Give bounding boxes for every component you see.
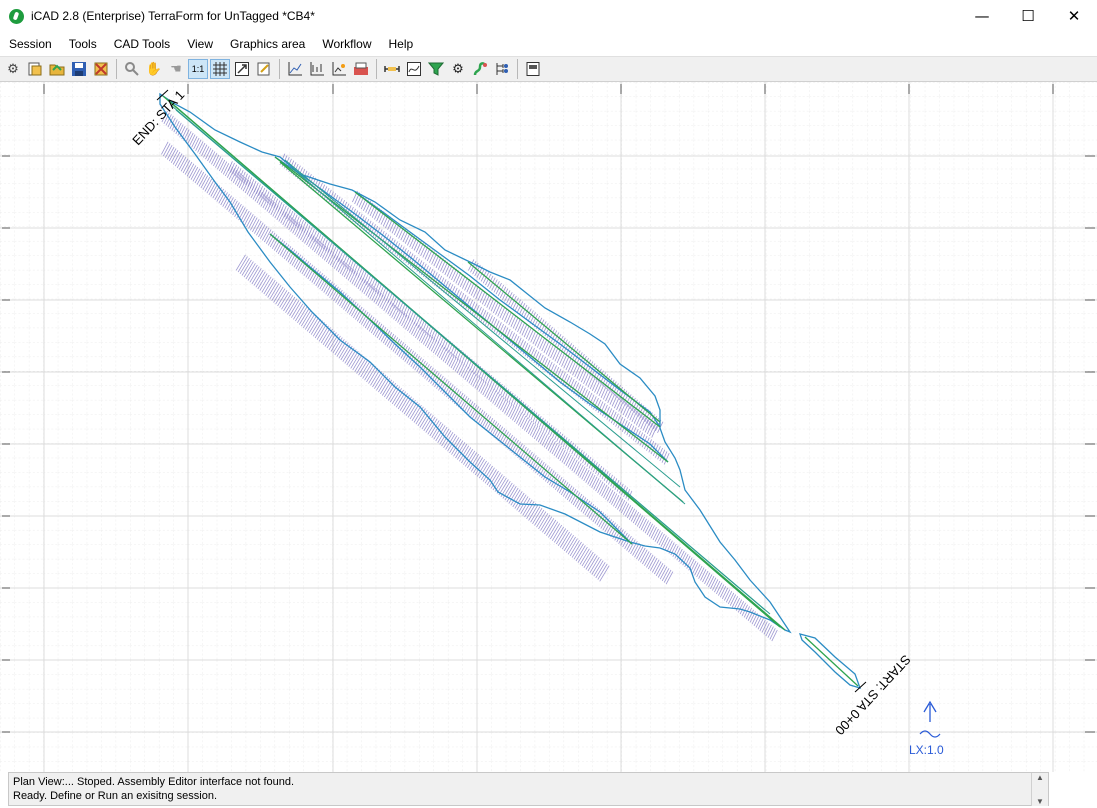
centerline bbox=[467, 261, 661, 423]
tree-icon[interactable] bbox=[492, 59, 512, 79]
outer-boundary bbox=[159, 92, 792, 634]
zoom-1to1-icon[interactable]: 1:1 bbox=[188, 59, 208, 79]
open-folder-icon[interactable] bbox=[47, 59, 67, 79]
maximize-button[interactable]: ☐ bbox=[1021, 7, 1035, 25]
chart-sparkle-icon[interactable] bbox=[329, 59, 349, 79]
scale-indicator: LX:1.0 bbox=[909, 700, 944, 757]
menu-help[interactable]: Help bbox=[388, 37, 414, 51]
plan-view-canvas[interactable]: END: STA 1 START: STA 0+00 LX:1.0 bbox=[0, 82, 1097, 772]
north-arrow-icon bbox=[923, 700, 937, 722]
pan-hand-icon[interactable]: ✋ bbox=[145, 61, 163, 77]
window-controls: — ☐ ✕ bbox=[959, 0, 1097, 32]
centerline bbox=[804, 636, 859, 687]
toolbar-separator bbox=[279, 59, 280, 79]
minimize-button[interactable]: — bbox=[974, 7, 990, 25]
status-panel: Plan View:... Stoped. Assembly Editor in… bbox=[8, 772, 1049, 806]
select-hand-icon[interactable]: ☚ bbox=[170, 61, 182, 77]
save-icon[interactable] bbox=[69, 59, 89, 79]
corridor-centerlines bbox=[156, 89, 867, 693]
curve-icon[interactable] bbox=[404, 59, 424, 79]
menu-cad-tools[interactable]: CAD Tools bbox=[113, 37, 171, 51]
scale-label: LX:1.0 bbox=[909, 743, 944, 757]
toolbar-separator bbox=[116, 59, 117, 79]
grid-icon[interactable] bbox=[210, 59, 230, 79]
break-symbol-icon bbox=[919, 730, 941, 738]
edit-note-icon[interactable] bbox=[254, 59, 274, 79]
zoom-icon[interactable] bbox=[122, 59, 142, 79]
gear-icon[interactable]: ⚙ bbox=[452, 61, 464, 77]
plan-view-drawing[interactable]: END: STA 1 START: STA 0+00 LX:1.0 bbox=[0, 82, 1097, 772]
offset-line bbox=[284, 159, 681, 488]
panel-icon[interactable] bbox=[523, 59, 543, 79]
side-slope-hatching bbox=[161, 110, 778, 642]
hatch-band bbox=[161, 141, 674, 585]
centerline bbox=[269, 233, 633, 545]
status-line-2: Ready. Define or Run an exisitng session… bbox=[13, 790, 218, 802]
report-icon[interactable] bbox=[351, 59, 371, 79]
filter-icon[interactable] bbox=[426, 59, 446, 79]
title-bar: iCAD 2.8 (Enterprise) TerraForm for UnTa… bbox=[0, 0, 1097, 32]
menu-view[interactable]: View bbox=[187, 37, 213, 51]
offset-line bbox=[291, 167, 686, 505]
grading-boundary bbox=[159, 92, 862, 689]
centerline bbox=[274, 156, 669, 463]
profile-chart-icon[interactable] bbox=[285, 59, 305, 79]
inner-boundary bbox=[269, 233, 633, 545]
status-line-1: Plan View:... Stoped. Assembly Editor in… bbox=[13, 776, 295, 788]
new-session-icon[interactable] bbox=[25, 59, 45, 79]
menu-session[interactable]: Session bbox=[9, 37, 52, 51]
settings-icon[interactable]: ⚙ bbox=[7, 61, 19, 77]
menu-bar: Session Tools CAD Tools View Graphics ar… bbox=[0, 32, 1097, 56]
menu-graphics-area[interactable]: Graphics area bbox=[229, 37, 306, 51]
zoom-extents-icon[interactable] bbox=[232, 59, 252, 79]
end-cap bbox=[156, 89, 169, 101]
window-title: iCAD 2.8 (Enterprise) TerraForm for UnTa… bbox=[31, 9, 315, 23]
measure-icon[interactable] bbox=[382, 59, 402, 79]
offset-line bbox=[175, 109, 766, 611]
toolbar-separator bbox=[376, 59, 377, 79]
toolbar-separator bbox=[517, 59, 518, 79]
menu-workflow[interactable]: Workflow bbox=[322, 37, 372, 51]
hatch-band bbox=[352, 190, 658, 438]
close-button[interactable]: ✕ bbox=[1067, 7, 1081, 25]
scroll-up-icon[interactable]: ▲ bbox=[1036, 773, 1044, 782]
status-scrollbar[interactable]: ▲ ▼ bbox=[1031, 773, 1048, 806]
start-cap bbox=[854, 681, 867, 693]
app-logo-icon bbox=[9, 8, 24, 24]
centerline bbox=[354, 191, 661, 428]
scroll-down-icon[interactable]: ▼ bbox=[1036, 797, 1044, 806]
menu-tools[interactable]: Tools bbox=[68, 37, 97, 51]
snake-icon[interactable] bbox=[470, 59, 490, 79]
close-session-icon[interactable] bbox=[91, 59, 111, 79]
hatch-band bbox=[161, 110, 778, 642]
toolbar: ⚙ ✋ ☚ 1:1 ⚙ bbox=[0, 56, 1097, 82]
start-tail-boundary bbox=[799, 633, 862, 689]
section-chart-icon[interactable] bbox=[307, 59, 327, 79]
